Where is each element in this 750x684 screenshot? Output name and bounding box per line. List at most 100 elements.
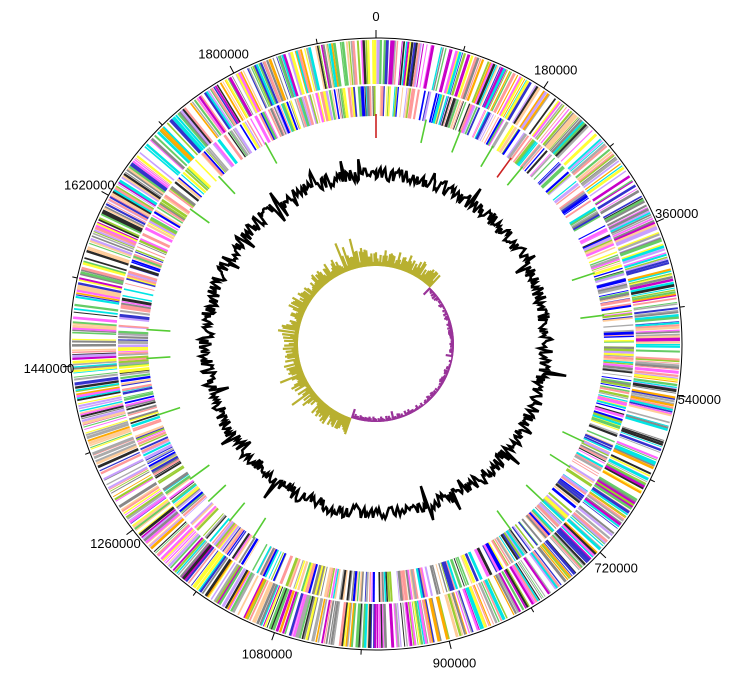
cds-forward-gene [623,252,667,267]
cds-reverse-gene [589,422,619,435]
gc-skew-bar [361,416,365,422]
cds-reverse-gene [602,317,633,322]
cds-forward-gene [76,286,121,298]
cds-forward-gene [284,591,299,635]
cds-forward-gene [359,603,364,648]
cds-reverse-gene [474,548,490,577]
cds-forward-gene [131,498,169,527]
cds-reverse-gene [600,382,631,390]
rna-gene [506,166,524,186]
cds-reverse-gene [118,356,149,362]
cds-reverse-gene [154,209,182,227]
cds-reverse-gene [366,86,371,117]
cds-forward-gene [608,458,649,481]
cds-forward-gene [413,601,421,645]
cds-forward-gene [635,363,680,369]
cds-reverse-gene [315,92,325,123]
gc-skew-bar [317,279,325,287]
cds-reverse-gene [357,86,363,117]
cds-forward-gene [602,470,642,494]
cds-forward-gene [417,600,428,645]
major-tick [271,632,275,641]
gc-skew-bar [445,317,451,321]
gc-skew-bar [292,351,299,354]
cds-reverse-gene [515,140,536,165]
gc-skew-bar [294,316,303,321]
cds-reverse-gene [556,482,582,502]
gc-skew-bar [405,412,409,416]
cds-forward-gene [612,448,655,470]
cds-forward-gene [94,226,137,246]
cds-reverse-gene [415,568,424,599]
cds-forward-gene [625,416,668,431]
cds-reverse-gene [440,562,450,592]
cds-forward-gene [102,209,143,232]
cds-reverse-gene [380,571,382,602]
gc-skew-bar [306,287,317,296]
cds-reverse-gene [598,394,628,402]
cds-reverse-gene [572,458,600,475]
cds-forward-gene [633,378,678,387]
rna-gene [549,453,571,468]
cds-reverse-gene [601,375,632,382]
cds-reverse-gene [164,475,191,495]
gc-skew-bar [297,292,312,303]
cds-forward-gene [402,602,408,647]
cds-forward-gene [98,217,140,238]
cds-forward-gene [90,432,132,449]
cds-forward-gene [124,171,162,198]
gc-skew-bar [445,367,451,371]
cds-reverse-gene [466,107,481,136]
cds-reverse-gene [322,90,332,121]
cds-reverse-gene [132,256,162,269]
gc-skew-bar [440,382,444,386]
cds-forward-gene [132,160,169,189]
cds-forward-gene [93,230,135,249]
gc-skew-bar [321,408,334,425]
cds-forward-gene [437,596,450,640]
cds-reverse-gene [402,87,408,118]
cds-forward-gene [633,301,678,309]
cds-forward-gene [162,126,195,159]
cds-reverse-gene [407,88,415,119]
cds-reverse-gene [333,568,341,599]
cds-reverse-gene [500,534,519,561]
cds-forward-gene [613,447,655,467]
cds-forward-gene [421,599,432,644]
cds-forward-gene [218,566,244,606]
gc-skew-bar [303,391,316,402]
cds-reverse-gene [144,226,173,243]
cds-reverse-gene [234,534,253,562]
cds-reverse-gene [301,96,312,126]
gc-skew-bar [314,274,326,286]
rna-gene [496,157,512,178]
cds-reverse-gene [328,90,337,120]
cds-reverse-gene [565,200,592,219]
cds-forward-gene [494,73,516,114]
gc-skew-bar [324,268,334,280]
cds-reverse-gene [516,141,537,166]
cds-reverse-gene [306,563,317,593]
cds-reverse-gene [461,104,476,134]
rna-gene [157,406,181,416]
cds-forward-gene [628,272,672,285]
cds-reverse-gene [141,232,171,249]
gc-skew-bar [361,251,367,267]
cds-reverse-gene [124,395,155,404]
cds-forward-gene [633,303,678,311]
cds-forward-gene [121,176,160,203]
cds-reverse-gene [148,219,177,237]
cds-reverse-gene [146,447,174,464]
cds-forward-gene [367,603,370,648]
cds-forward-gene [616,440,659,460]
cds-forward-gene [138,505,174,534]
cds-reverse-gene [559,191,586,211]
cds-forward-gene [105,203,146,226]
cds-reverse-gene [294,560,306,590]
cds-forward-gene [632,291,676,301]
cds-forward-gene [404,41,412,86]
cds-forward-gene [253,64,275,106]
cds-forward-gene [78,396,122,408]
gc-skew-bar [407,260,416,274]
cds-forward-gene [596,479,636,505]
